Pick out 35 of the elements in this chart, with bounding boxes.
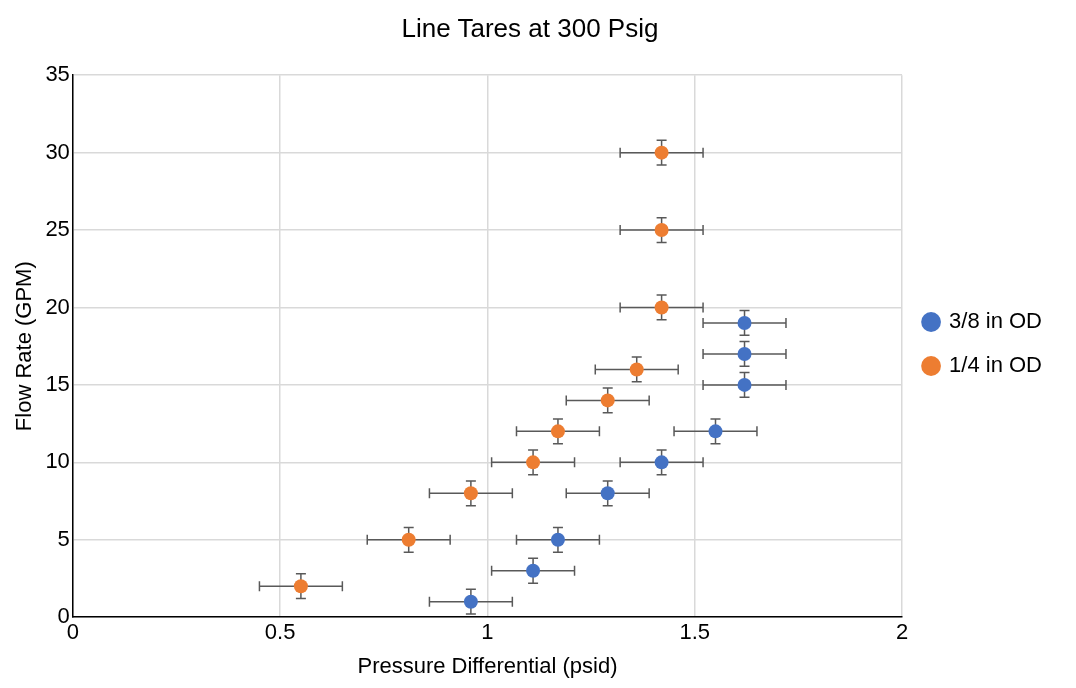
point [737, 346, 752, 361]
point [654, 300, 669, 315]
y-axis-title: Flow Rate (GPM) [11, 261, 37, 432]
point [463, 486, 478, 501]
point [600, 486, 615, 501]
point [293, 579, 308, 594]
y-tick-label: 5 [57, 525, 70, 551]
point [550, 532, 565, 547]
point [737, 377, 752, 392]
point [654, 145, 669, 160]
chart-title: Line Tares at 300 Psig [401, 12, 659, 43]
point [654, 223, 669, 238]
point [600, 393, 615, 408]
y-tick-label: 20 [45, 293, 70, 319]
x-tick-label: 1 [481, 619, 494, 645]
point [708, 424, 723, 439]
x-axis-title: Pressure Differential (psid) [357, 652, 618, 678]
y-tick-label: 35 [45, 61, 70, 87]
point [401, 532, 416, 547]
legend-label: 1/4 in OD [949, 352, 1043, 378]
y-tick-label: 25 [45, 216, 70, 242]
point [463, 594, 478, 609]
y-tick-label: 10 [45, 448, 70, 474]
point [550, 424, 565, 439]
x-tick-label: 2 [895, 619, 909, 645]
point [654, 455, 669, 470]
point [526, 563, 541, 578]
point [737, 315, 752, 330]
x-tick-label: 0.5 [264, 619, 296, 645]
y-tick-label: 30 [45, 138, 70, 164]
x-tick-label: 1.5 [679, 619, 711, 645]
y-tick-label: 15 [45, 370, 70, 396]
point [629, 362, 644, 377]
legend-label: 3/8 in OD [949, 308, 1043, 334]
point [526, 455, 541, 470]
